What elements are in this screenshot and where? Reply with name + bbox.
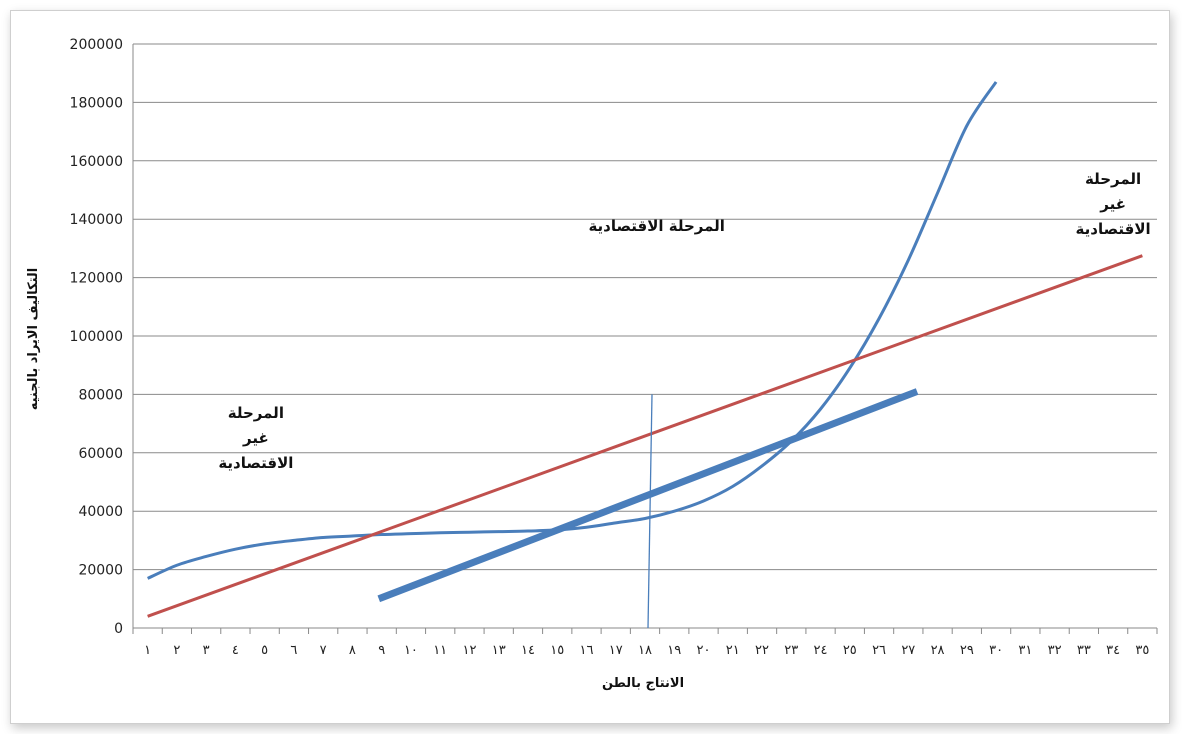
annotation-label: المرحلة غير الاقتصادية: [218, 404, 293, 472]
y-tick-label: 120000: [70, 271, 123, 287]
x-tick-label: ٢٤: [814, 643, 828, 658]
y-tick-label: 180000: [70, 95, 123, 111]
x-tick-label: ١١: [433, 643, 447, 658]
x-tick-label: ١٥: [550, 643, 564, 658]
x-tick-label: ٢٣: [784, 643, 798, 658]
annotation-label: المرحلة الاقتصادية: [588, 217, 725, 235]
x-tick-label: ٢: [173, 643, 180, 658]
series-line: [147, 254, 1143, 618]
x-tick-label: ١٨: [638, 643, 652, 658]
series-curve: [147, 81, 998, 580]
annotation-line: الاقتصادية: [1076, 220, 1151, 238]
y-axis-title: التكاليف الايراد بالجنيه: [26, 268, 41, 411]
annotation-line: المرحلة الاقتصادية: [588, 217, 725, 235]
x-axis-title: الانتاج بالطن: [602, 676, 684, 691]
x-tick-label: ٣٠: [989, 643, 1003, 658]
x-tick-label: ٢٧: [901, 643, 915, 658]
x-tick-label: ٤: [232, 643, 239, 658]
y-tick-label: 60000: [78, 446, 123, 462]
annotation-line: غير: [1099, 195, 1126, 213]
chart-canvas: 0 20000 40000 60000 80000 100000 120000 140000 1…: [26, 37, 1158, 691]
x-tick-label: ١٩: [667, 643, 681, 658]
x-tick-label: ١٣: [492, 643, 506, 658]
x-tick-label: ١٧: [609, 643, 623, 658]
x-tick-label: ٣: [203, 643, 210, 658]
x-tick-label: ٣٤: [1106, 643, 1120, 658]
x-tick-label: ٢١: [726, 643, 740, 658]
annotation-line: المرحلة: [228, 404, 284, 422]
y-tick-label: 160000: [70, 154, 123, 170]
annotation-line: الاقتصادية: [218, 454, 293, 472]
x-tick-label: ٣٥: [1135, 643, 1149, 658]
chart-frame: 0 20000 40000 60000 80000 100000 120000 140000 1…: [10, 10, 1170, 724]
y-tick-label: 100000: [70, 329, 123, 345]
x-tick-label: ١٢: [462, 643, 476, 658]
x-tick-label: ٣٣: [1077, 643, 1091, 658]
annotation-line: غير: [242, 429, 269, 447]
x-tick-label: ٦: [290, 643, 297, 658]
annotation-label: المرحلة غير الاقتصادية: [1076, 170, 1151, 238]
y-tick-label: 140000: [70, 212, 123, 228]
x-tick-label: ١٦: [580, 643, 594, 658]
x-tick-label: ١: [144, 643, 151, 658]
x-tick-label: ٣٢: [1048, 643, 1062, 658]
y-tick-label: 80000: [78, 387, 123, 403]
x-tick-label: ٧: [320, 643, 327, 658]
x-tick-label: ٢٩: [960, 643, 974, 658]
x-tick-label: ٢٦: [872, 643, 886, 658]
y-tick-label: 200000: [70, 37, 123, 53]
x-tick-label: ٥: [261, 643, 268, 658]
x-tick-label: ٨: [349, 643, 356, 658]
annotation-line: المرحلة: [1085, 170, 1141, 188]
x-tick-label: ٢٨: [931, 643, 945, 658]
y-tick-label: 0: [114, 621, 123, 637]
x-tick-label: ٢٥: [843, 643, 857, 658]
x-tick-label: ٣١: [1018, 643, 1032, 658]
vertical-marker-line: [647, 394, 653, 629]
y-tick-label: 40000: [78, 504, 123, 520]
x-tick-label: ١٤: [521, 643, 535, 658]
series-tangent: [377, 388, 919, 603]
x-tick-label: ٩: [378, 643, 385, 658]
x-tick-label: ٢٠: [697, 643, 711, 658]
x-tick-label: ٢٢: [755, 643, 769, 658]
y-tick-label: 20000: [78, 563, 123, 579]
x-tick-label: ١٠: [404, 643, 418, 658]
